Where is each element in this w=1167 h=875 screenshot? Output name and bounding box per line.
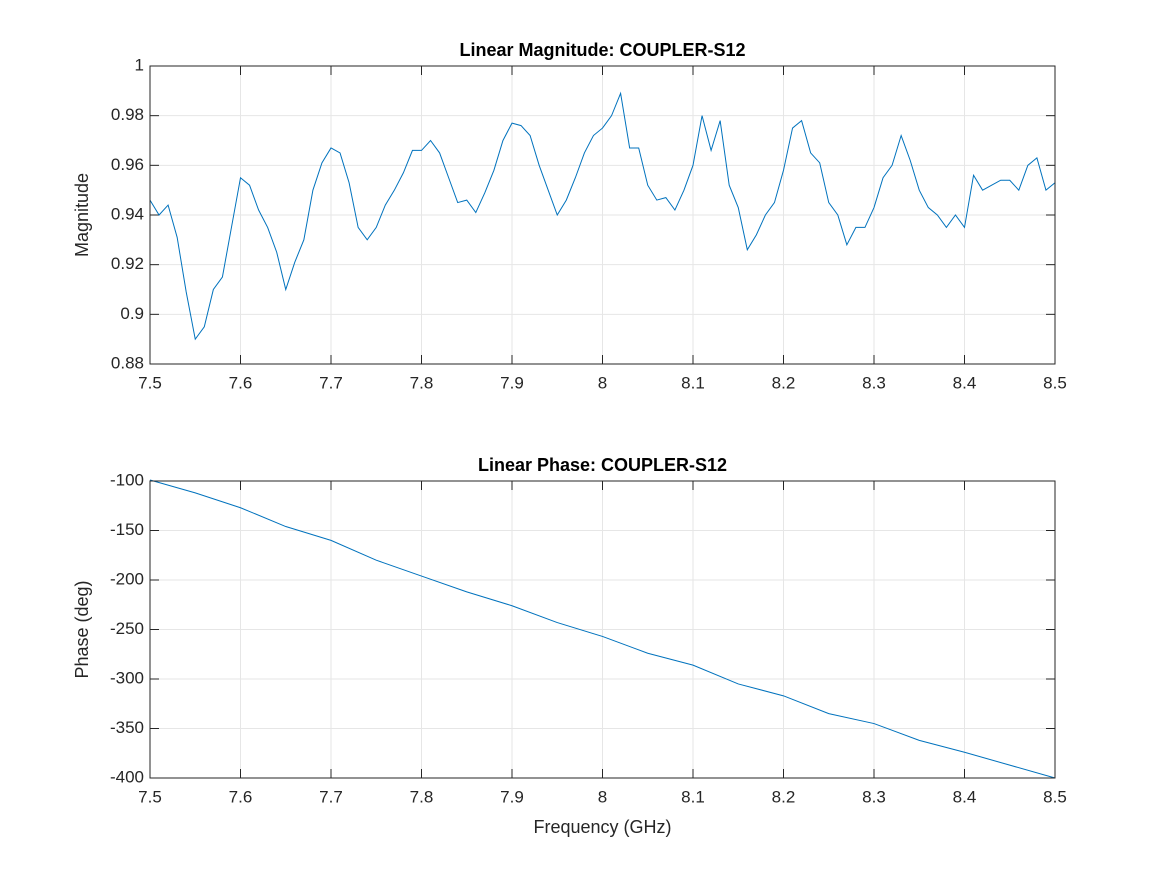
data-line xyxy=(149,479,1056,779)
y-tick-label: -100 xyxy=(110,470,144,489)
x-tick-label: 8.2 xyxy=(772,787,796,806)
y-tick-label: -150 xyxy=(110,520,144,539)
y-axis-label: Magnitude xyxy=(72,173,92,257)
axes-box xyxy=(149,65,1056,365)
x-tick-label: 8.1 xyxy=(681,373,705,392)
x-tick-label: 7.5 xyxy=(138,787,162,806)
x-tick-label: 7.7 xyxy=(319,373,343,392)
y-tick-label: -200 xyxy=(110,569,144,588)
x-tick-label: 8.2 xyxy=(772,373,796,392)
x-tick-label: 8.4 xyxy=(953,787,977,806)
x-tick-label: 8.5 xyxy=(1043,787,1067,806)
y-tick-label: 0.9 xyxy=(120,304,144,323)
x-tick-label: 8.5 xyxy=(1043,373,1067,392)
x-tick-label: 7.5 xyxy=(138,373,162,392)
y-tick-label: 0.96 xyxy=(111,155,144,174)
y-tick-label: 0.98 xyxy=(111,105,144,124)
y-tick-label: -350 xyxy=(110,718,144,737)
x-tick-label: 7.9 xyxy=(500,787,524,806)
x-tick-label: 8.4 xyxy=(953,373,977,392)
chart-title: Linear Phase: COUPLER-S12 xyxy=(478,455,727,475)
data-line xyxy=(149,91,1056,341)
x-tick-label: 7.8 xyxy=(410,787,434,806)
x-tick-label: 7.9 xyxy=(500,373,524,392)
y-tick-label: 0.94 xyxy=(111,204,144,223)
x-tick-label: 8.3 xyxy=(862,787,886,806)
x-tick-label: 8.1 xyxy=(681,787,705,806)
x-tick-label: 7.8 xyxy=(410,373,434,392)
x-axis-label: Frequency (GHz) xyxy=(533,817,671,837)
y-tick-label: 0.92 xyxy=(111,254,144,273)
y-axis-label: Phase (deg) xyxy=(72,580,92,678)
chart-title: Linear Magnitude: COUPLER-S12 xyxy=(459,40,745,60)
x-tick-label: 7.6 xyxy=(229,373,253,392)
x-tick-label: 7.7 xyxy=(319,787,343,806)
y-tick-label: -250 xyxy=(110,619,144,638)
y-tick-label: 1 xyxy=(135,55,144,74)
y-tick-label: -400 xyxy=(110,767,144,786)
x-tick-label: 8.3 xyxy=(862,373,886,392)
y-tick-label: -300 xyxy=(110,668,144,687)
y-tick-label: 0.88 xyxy=(111,353,144,372)
x-tick-label: 7.6 xyxy=(229,787,253,806)
x-tick-label: 8 xyxy=(598,373,607,392)
axes-box xyxy=(149,480,1056,779)
x-tick-label: 8 xyxy=(598,787,607,806)
